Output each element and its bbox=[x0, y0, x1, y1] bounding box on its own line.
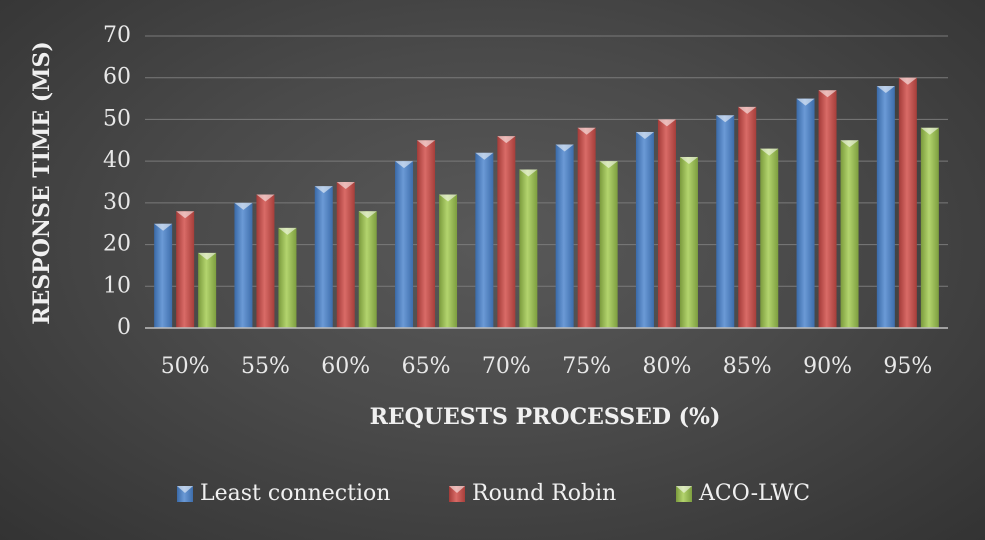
bar-least-connection bbox=[314, 186, 333, 328]
y-tick-label: 70 bbox=[103, 23, 131, 48]
bar-least-connection bbox=[716, 115, 735, 328]
y-axis-title: RESPONSE TIME (MS) bbox=[29, 41, 55, 325]
bar-aco-lwc bbox=[599, 161, 618, 328]
bar-round-robin bbox=[738, 106, 757, 329]
bar-round-robin bbox=[898, 77, 917, 328]
legend-label: Round Robin bbox=[472, 481, 616, 506]
bar-cap bbox=[840, 140, 859, 148]
bar-cap bbox=[154, 223, 173, 231]
bar-cap bbox=[657, 119, 676, 127]
x-tick-label: 60% bbox=[321, 354, 370, 379]
bar-cap bbox=[577, 127, 596, 135]
y-tick-label: 40 bbox=[103, 148, 131, 173]
bar-cap bbox=[439, 194, 458, 202]
bar-least-connection bbox=[635, 131, 654, 328]
y-tick-label: 50 bbox=[103, 106, 131, 131]
bar-aco-lwc bbox=[439, 194, 458, 328]
bar-cap bbox=[796, 98, 815, 106]
legend: Least connection Round Robin ACO-LWC bbox=[177, 481, 810, 506]
bar-aco-lwc bbox=[679, 156, 698, 328]
legend-swatch-cap bbox=[449, 486, 465, 493]
bar-cap bbox=[198, 252, 217, 260]
y-tick-label: 10 bbox=[103, 273, 131, 298]
bar-round-robin bbox=[256, 194, 275, 328]
bar-cap bbox=[497, 136, 516, 144]
legend-swatch-cap bbox=[676, 486, 692, 493]
bar-cap bbox=[278, 227, 297, 235]
bar-round-robin bbox=[657, 119, 676, 328]
legend-swatch bbox=[177, 486, 193, 502]
x-tick-label: 90% bbox=[803, 354, 852, 379]
y-tick-label: 60 bbox=[103, 65, 131, 90]
bar-cap bbox=[256, 194, 275, 202]
bar-cap bbox=[475, 152, 494, 160]
x-tick-label: 50% bbox=[161, 354, 210, 379]
y-axis-ticks: 0 10 20 30 40 50 60 70 bbox=[103, 23, 131, 340]
bar-round-robin bbox=[497, 136, 516, 328]
bar-least-connection bbox=[555, 144, 574, 328]
bar-cap bbox=[635, 131, 654, 139]
bar-cap bbox=[395, 161, 414, 169]
bar-cap bbox=[314, 186, 333, 194]
bar-cap bbox=[519, 169, 538, 177]
bar-cap bbox=[358, 211, 377, 219]
bar-cap bbox=[234, 202, 253, 210]
bar-cap bbox=[555, 144, 574, 152]
bar-cap bbox=[336, 182, 355, 189]
bar-round-robin bbox=[176, 211, 195, 328]
bar-cap bbox=[738, 106, 757, 114]
y-tick-label: 20 bbox=[103, 232, 131, 257]
bar-least-connection bbox=[796, 98, 815, 328]
legend-label: ACO-LWC bbox=[698, 481, 810, 506]
x-tick-label: 95% bbox=[883, 354, 932, 379]
x-tick-label: 70% bbox=[482, 354, 531, 379]
bar-aco-lwc bbox=[519, 169, 538, 328]
bar-least-connection bbox=[234, 202, 253, 328]
x-tick-label: 75% bbox=[562, 354, 611, 379]
y-tick-label: 0 bbox=[117, 315, 131, 340]
bar-least-connection bbox=[475, 152, 494, 328]
bar-least-connection bbox=[154, 223, 173, 328]
x-axis-ticks: 50% 55% 60% 65% 70% 75% 80% 85% 90% 95% bbox=[161, 354, 933, 379]
bar-round-robin bbox=[818, 90, 837, 328]
x-tick-label: 65% bbox=[402, 354, 451, 379]
bars bbox=[154, 77, 939, 329]
bar-cap bbox=[176, 211, 195, 219]
bar-cap bbox=[760, 148, 779, 156]
bar-aco-lwc bbox=[840, 140, 859, 328]
y-tick-label: 30 bbox=[103, 190, 131, 215]
bar-cap bbox=[818, 90, 837, 98]
bar-cap bbox=[417, 140, 436, 148]
bar-cap bbox=[898, 77, 917, 85]
bar-aco-lwc bbox=[920, 127, 939, 329]
bar-cap bbox=[599, 161, 618, 169]
bar-cap bbox=[876, 86, 895, 94]
x-tick-label: 55% bbox=[241, 354, 290, 379]
bar-aco-lwc bbox=[760, 148, 779, 328]
legend-label: Least connection bbox=[200, 481, 390, 506]
x-axis-title: REQUESTS PROCESSED (%) bbox=[370, 404, 721, 430]
bar-cap bbox=[920, 127, 939, 135]
bar-round-robin bbox=[336, 182, 355, 328]
bar-aco-lwc bbox=[198, 252, 217, 328]
bar-aco-lwc bbox=[358, 211, 377, 328]
legend-swatch bbox=[449, 486, 465, 502]
bar-round-robin bbox=[417, 140, 436, 328]
bar-cap bbox=[679, 156, 698, 164]
x-tick-label: 85% bbox=[723, 354, 772, 379]
legend-swatch bbox=[676, 486, 692, 502]
bar-least-connection bbox=[395, 161, 414, 328]
bar-least-connection bbox=[876, 86, 895, 328]
bar-round-robin bbox=[577, 127, 596, 329]
bar-cap bbox=[716, 115, 735, 123]
bar-aco-lwc bbox=[278, 227, 297, 328]
legend-swatch-cap bbox=[177, 486, 193, 493]
x-tick-label: 80% bbox=[642, 354, 691, 379]
